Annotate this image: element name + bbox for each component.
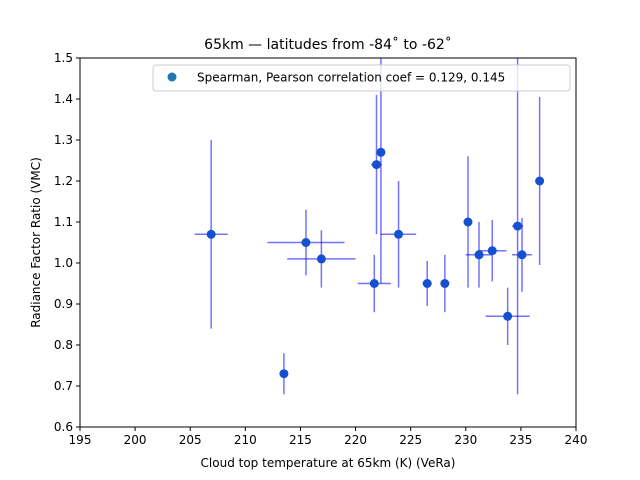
x-tick-label: 215 xyxy=(289,433,312,447)
y-tick-label: 1.3 xyxy=(54,133,73,147)
x-axis: 195 200 205 210 215 220 225 230 235 240 xyxy=(69,427,588,447)
x-tick-label: 235 xyxy=(509,433,532,447)
legend-label: Spearman, Pearson correlation coef = 0.1… xyxy=(197,71,505,85)
x-tick-label: 240 xyxy=(565,433,588,447)
y-tick-label: 1.2 xyxy=(54,174,73,188)
y-tick-label: 1.5 xyxy=(54,51,73,65)
x-tick-label: 210 xyxy=(234,433,257,447)
y-axis: 0.6 0.7 0.8 0.9 1.0 1.1 1.2 1.3 1.4 1.5 xyxy=(54,51,80,434)
data-point xyxy=(513,221,523,231)
data-point xyxy=(440,279,450,288)
data-point xyxy=(301,238,311,247)
data-point xyxy=(369,279,379,288)
data-point xyxy=(503,311,513,321)
y-tick-label: 0.9 xyxy=(54,297,73,311)
x-tick-label: 200 xyxy=(124,433,147,447)
legend: Spearman, Pearson correlation coef = 0.1… xyxy=(152,64,571,92)
data-point xyxy=(487,246,497,256)
data-point xyxy=(206,229,216,239)
y-tick-label: 0.7 xyxy=(54,379,73,393)
plot-area xyxy=(194,58,545,395)
y-tick-label: 0.8 xyxy=(54,338,73,352)
y-axis-label: Radiance Factor Ratio (VMC) xyxy=(29,157,43,328)
x-tick-label: 225 xyxy=(399,433,422,447)
x-tick-label: 195 xyxy=(69,433,92,447)
data-point xyxy=(422,279,432,288)
y-tick-label: 1.0 xyxy=(54,256,73,270)
x-axis-label: Cloud top temperature at 65km (K) (VeRa) xyxy=(201,456,456,470)
data-point xyxy=(474,250,484,260)
y-tick-label: 1.4 xyxy=(54,92,73,106)
legend-box xyxy=(152,64,571,92)
data-point xyxy=(316,254,326,264)
data-point xyxy=(371,160,381,170)
y-tick-label: 0.6 xyxy=(54,420,73,434)
x-tick-label: 230 xyxy=(454,433,477,447)
y-tick-label: 1.1 xyxy=(54,215,73,229)
chart-title: 65km — latitudes from -84˚ to -62˚ xyxy=(204,36,452,53)
axes-frame xyxy=(79,57,577,428)
data-point xyxy=(517,250,527,260)
data-point xyxy=(394,229,404,239)
legend-marker xyxy=(167,72,177,82)
data-point xyxy=(376,147,386,157)
x-tick-label: 220 xyxy=(344,433,367,447)
x-tick-label: 205 xyxy=(179,433,202,447)
data-point xyxy=(535,176,545,186)
data-point-group xyxy=(206,147,545,379)
data-point xyxy=(279,369,289,379)
data-point xyxy=(463,217,473,227)
